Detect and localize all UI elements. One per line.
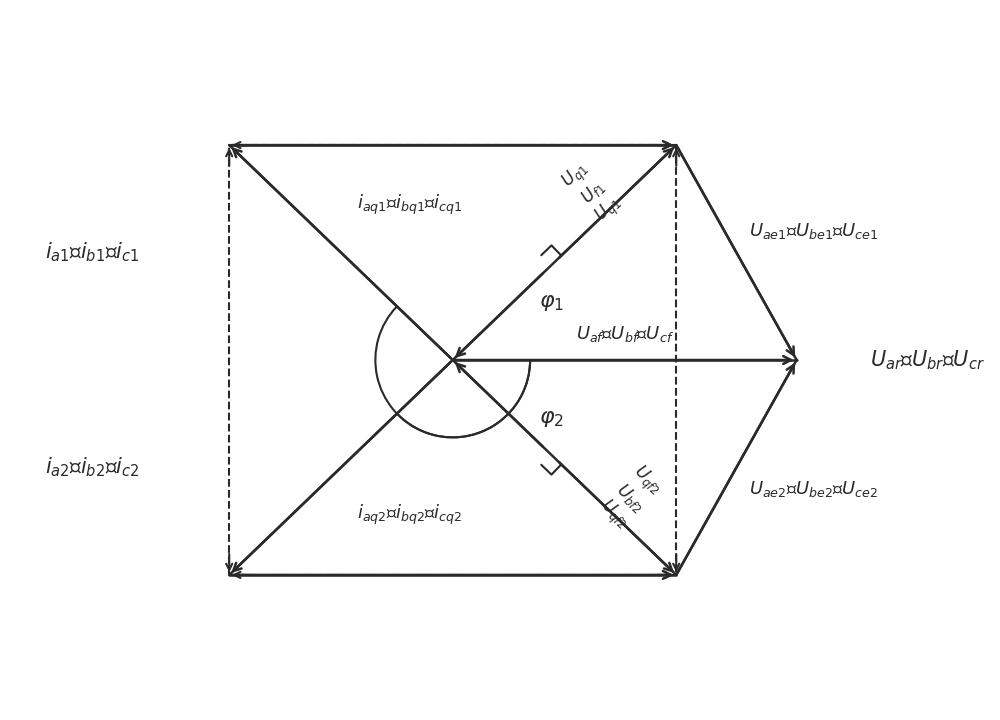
Text: $i_{aq1}$、$i_{bq1}$、$i_{cq1}$: $i_{aq1}$、$i_{bq1}$、$i_{cq1}$ [357,193,463,217]
Text: $i_{a1}$、$i_{b1}$、$i_{c1}$: $i_{a1}$、$i_{b1}$、$i_{c1}$ [45,240,139,264]
Text: $U_{af}$、$U_{bf}$、$U_{cf}$: $U_{af}$、$U_{bf}$、$U_{cf}$ [576,324,674,344]
Text: $U_{ar}$、$U_{br}$、$U_{cr}$: $U_{ar}$、$U_{br}$、$U_{cr}$ [870,348,985,372]
Text: $\varphi_2$: $\varphi_2$ [539,407,564,429]
Text: $i_{a2}$、$i_{b2}$、$i_{c2}$: $i_{a2}$、$i_{b2}$、$i_{c2}$ [45,456,139,480]
Text: $i_{aq2}$、$i_{bq2}$、$i_{cq2}$: $i_{aq2}$、$i_{bq2}$、$i_{cq2}$ [357,503,462,527]
Text: $U_{bf2}$: $U_{bf2}$ [612,480,648,516]
Text: $U_{qf2}$: $U_{qf2}$ [594,495,633,534]
Text: $U_{f1}$: $U_{f1}$ [577,177,609,208]
Text: $U_{ae2}$、$U_{be2}$、$U_{ce2}$: $U_{ae2}$、$U_{be2}$、$U_{ce2}$ [749,479,878,499]
Text: $U_{q1}$: $U_{q1}$ [591,192,627,228]
Text: $\varphi_1$: $\varphi_1$ [539,291,564,313]
Text: $U_{qf2}$: $U_{qf2}$ [627,462,666,500]
Text: $U_{ae1}$、$U_{be1}$、$U_{ce1}$: $U_{ae1}$、$U_{be1}$、$U_{ce1}$ [749,221,878,241]
Text: $U_{q1}$: $U_{q1}$ [558,158,595,194]
